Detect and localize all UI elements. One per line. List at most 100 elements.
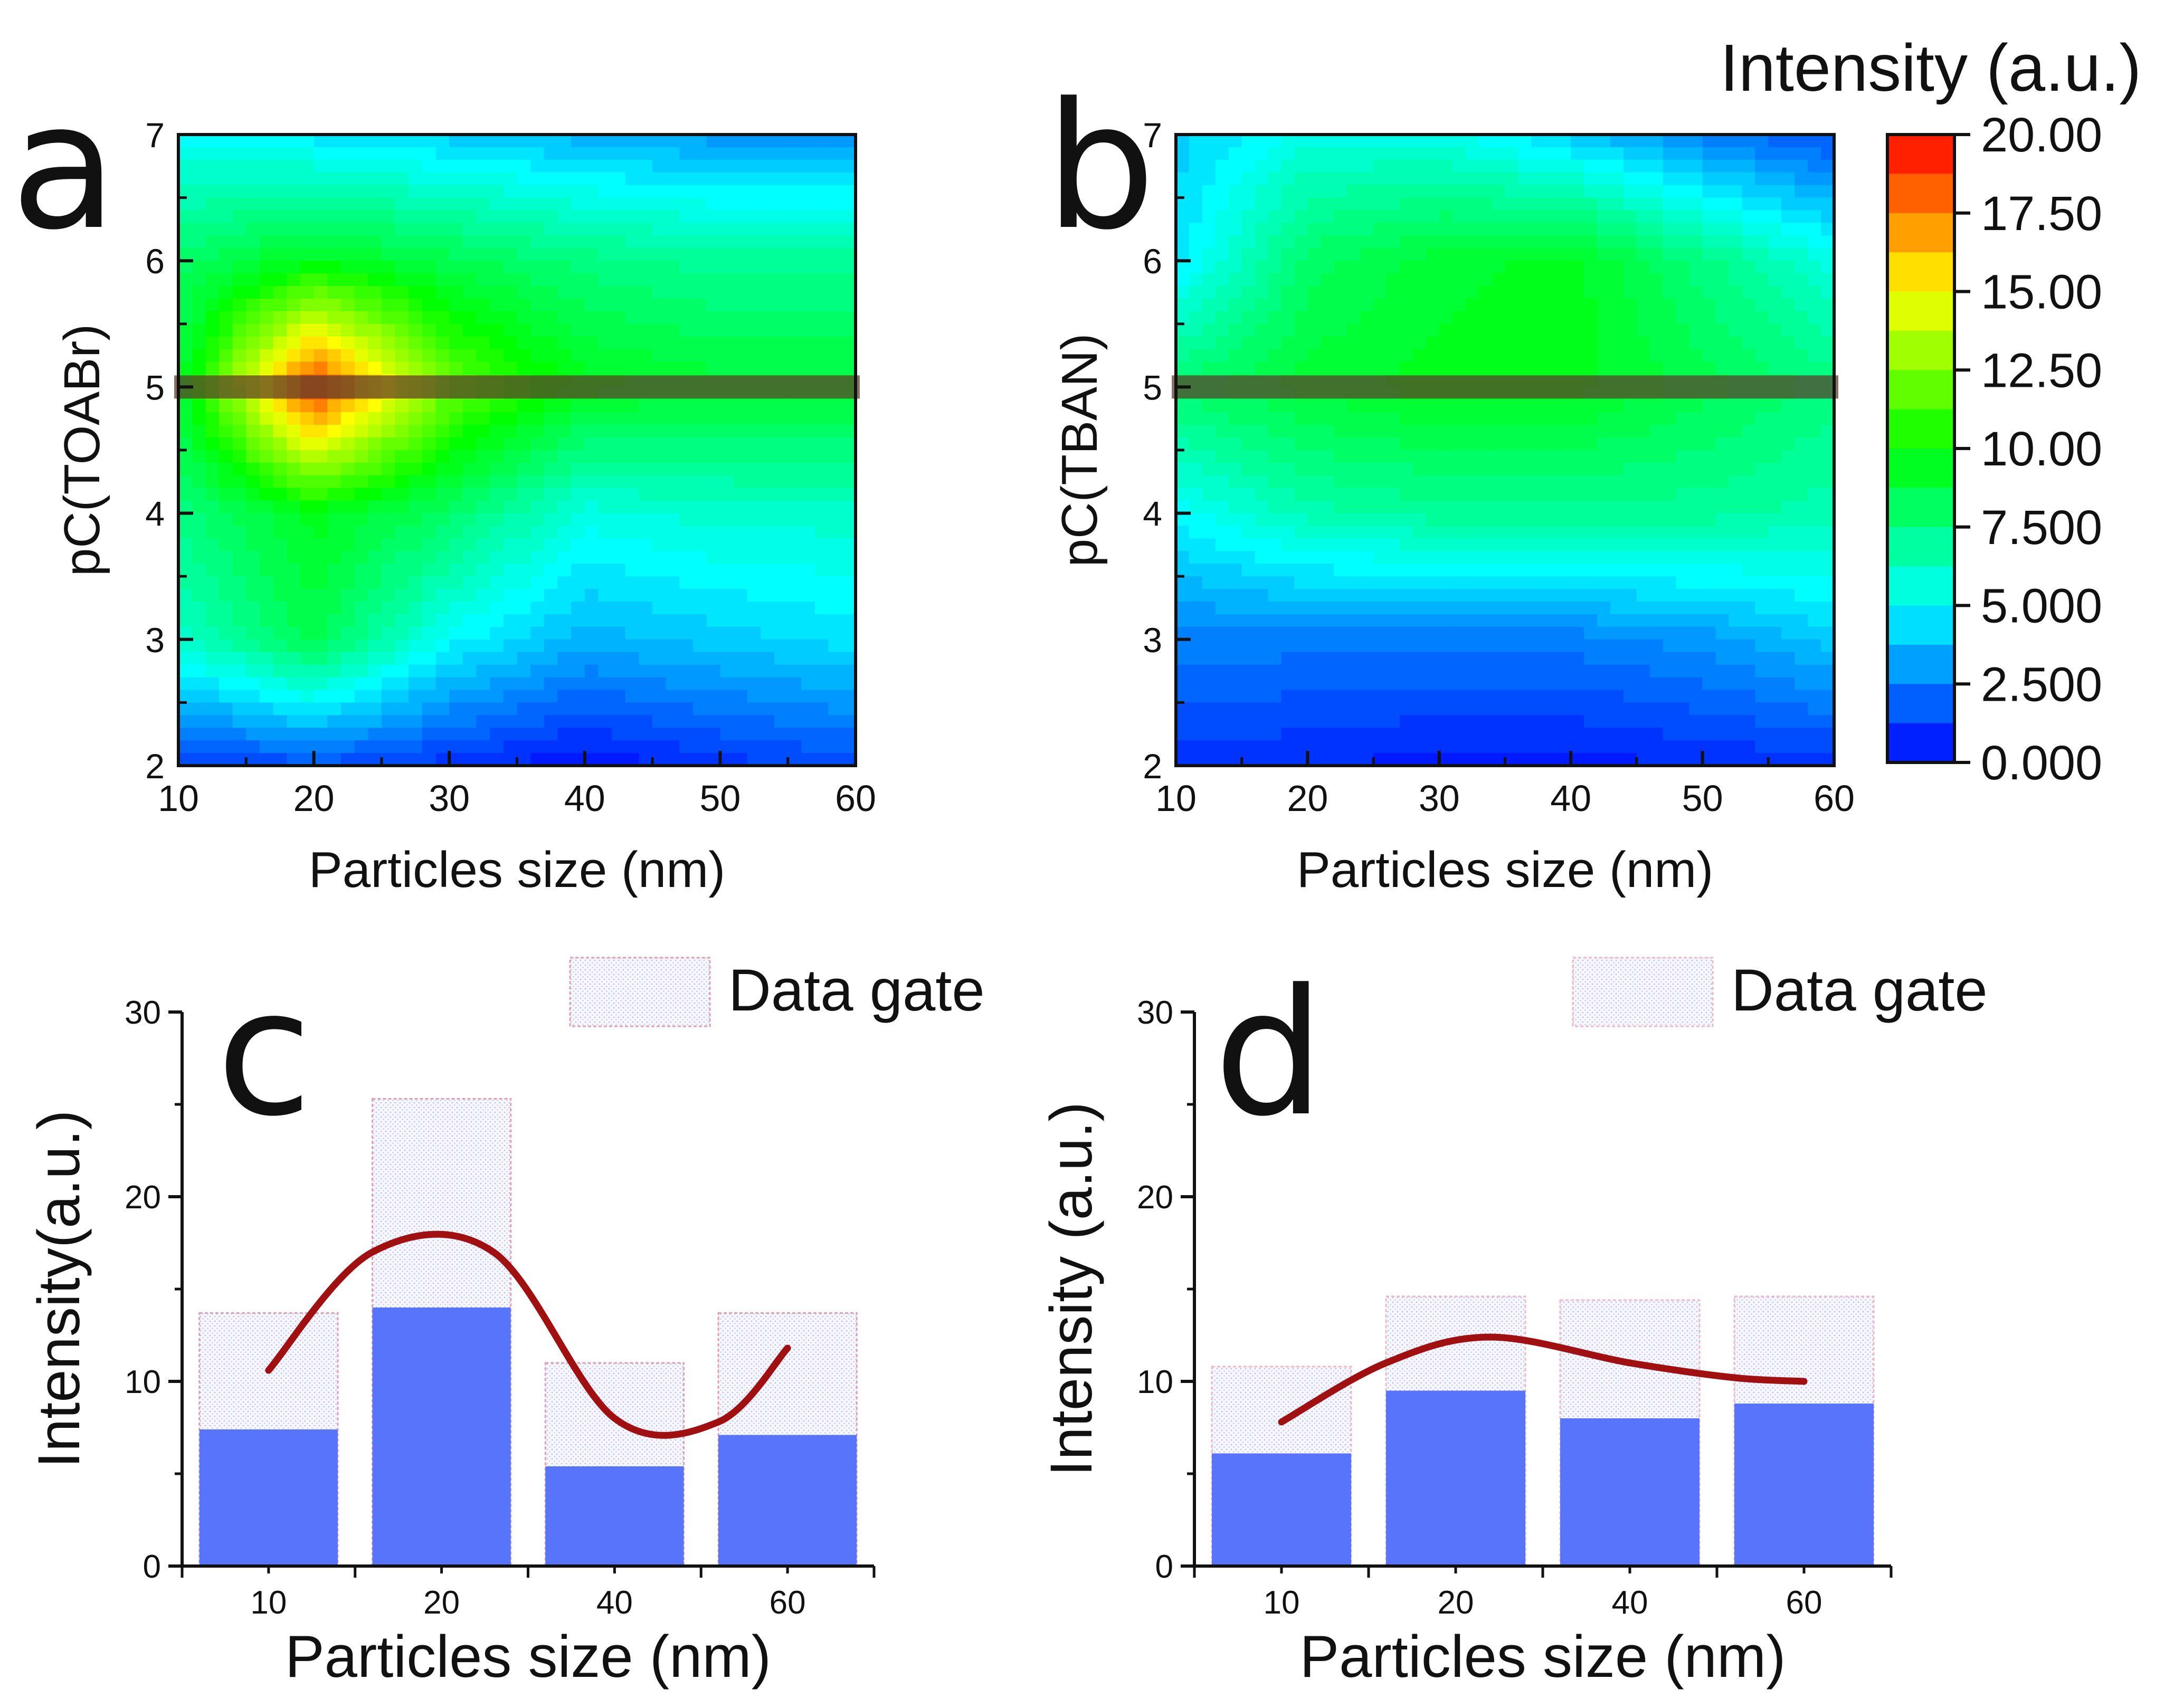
heatmap-cell	[1189, 639, 1203, 653]
heatmap-cell	[1176, 298, 1190, 312]
heatmap-cell	[503, 513, 518, 527]
heatmap-cell	[1189, 147, 1203, 160]
heatmap-cell	[666, 500, 680, 514]
heatmap-cell	[395, 475, 410, 489]
heatmap-cell	[1649, 715, 1664, 729]
heatmap-cell	[801, 677, 815, 691]
heatmap-cell	[1505, 664, 1519, 678]
heatmap-cell	[503, 614, 518, 627]
heatmap-cell	[1387, 614, 1400, 627]
heatmap-cell	[1426, 462, 1440, 476]
heatmap-cell	[409, 602, 423, 615]
heatmap-cell	[1241, 488, 1256, 501]
heatmap-cell	[1715, 538, 1730, 552]
heatmap-cell	[1649, 702, 1664, 716]
heatmap-cell	[1505, 425, 1519, 438]
heatmap-cell	[476, 235, 490, 249]
heatmap-cell	[706, 702, 721, 716]
heatmap-cell	[327, 361, 341, 375]
heatmap-cell	[1729, 323, 1743, 337]
heatmap-cell	[476, 425, 490, 438]
heatmap-cell	[1781, 235, 1795, 249]
heatmap-cell	[828, 323, 843, 337]
heatmap-cell	[1755, 475, 1769, 489]
heatmap-cell	[1334, 298, 1348, 312]
heatmap-cell	[1465, 702, 1479, 716]
heatmap-cell	[1729, 462, 1743, 476]
heatmap-cell	[571, 602, 585, 615]
heatmap-cell	[1452, 677, 1466, 691]
heatmap-cell	[1558, 210, 1571, 224]
heatmap-cell	[1202, 185, 1216, 198]
heatmap-cell	[1623, 336, 1637, 350]
heatmap-cell	[1465, 564, 1479, 577]
heatmap-cell	[381, 677, 396, 691]
heatmap-cell	[1781, 185, 1795, 198]
heatmap-cell	[1808, 298, 1821, 312]
heatmap-cell	[327, 248, 341, 261]
heatmap-cell	[584, 639, 599, 653]
heatmap-cell	[422, 412, 436, 425]
heatmap-cell	[720, 349, 734, 362]
heatmap-cell	[1597, 564, 1611, 577]
heatmap-cell	[1518, 664, 1532, 678]
heatmap-cell	[232, 349, 247, 362]
heatmap-cell	[1649, 349, 1664, 362]
heatmap-cell	[1439, 248, 1453, 261]
heatmap-cell	[368, 361, 382, 375]
heatmap-cell	[205, 261, 220, 274]
heatmap-cell	[1702, 690, 1716, 703]
heatmap-cell	[1241, 147, 1256, 160]
heatmap-cell	[517, 664, 531, 678]
heatmap-cell	[368, 159, 382, 173]
heatmap-cell	[639, 172, 653, 186]
heatmap-cell	[273, 538, 288, 552]
heatmap-cell	[1347, 425, 1361, 438]
heatmap-cell	[1334, 652, 1348, 665]
heatmap-cell	[1663, 526, 1677, 539]
heatmap-cell	[192, 715, 206, 729]
heatmap-cell	[368, 475, 382, 489]
heatmap-cell	[1228, 399, 1242, 413]
heatmap-cell	[409, 626, 423, 640]
heatmap-cell	[395, 513, 410, 527]
heatmap-cell	[449, 172, 463, 186]
heatmap-cell	[340, 639, 355, 653]
heatmap-cell	[192, 361, 206, 375]
heatmap-cell	[842, 185, 856, 198]
heatmap-cell	[571, 576, 585, 589]
heatmap-cell	[842, 652, 856, 665]
heatmap-cell	[1649, 361, 1664, 375]
heatmap-cell	[1729, 602, 1743, 615]
heatmap-cell	[1465, 412, 1479, 425]
heatmap-cell	[801, 488, 815, 501]
heatmap-cell	[557, 298, 572, 312]
heatmap-cell	[1636, 336, 1650, 350]
heatmap-cell	[842, 399, 856, 413]
heatmap-cell	[1610, 235, 1624, 249]
heatmap-cell	[1452, 740, 1466, 753]
heatmap-cell	[503, 235, 518, 249]
heatmap-cell	[340, 753, 355, 766]
heatmap-cell	[584, 576, 599, 589]
heatmap-cell	[1768, 425, 1782, 438]
heatmap-cell	[1676, 323, 1690, 337]
heatmap-cell	[327, 450, 341, 463]
heatmap-cell	[571, 690, 585, 703]
heatmap-cell	[435, 261, 450, 274]
heatmap-cell	[530, 462, 545, 476]
heatmap-cell	[679, 639, 694, 653]
heatmap-cell	[787, 564, 802, 577]
heatmap-cell	[1215, 652, 1229, 665]
heatmap-cell	[1334, 702, 1348, 716]
heatmap-cell	[435, 462, 450, 476]
heatmap-cell	[666, 210, 680, 224]
heatmap-cell	[1558, 235, 1571, 249]
heatmap-cell	[503, 261, 518, 274]
heatmap-cell	[1241, 664, 1256, 678]
heatmap-cell	[1347, 248, 1361, 261]
heatmap-cell	[679, 652, 694, 665]
heatmap-cell	[409, 462, 423, 476]
heatmap-cell	[1294, 475, 1308, 489]
heatmap-cell	[476, 462, 490, 476]
